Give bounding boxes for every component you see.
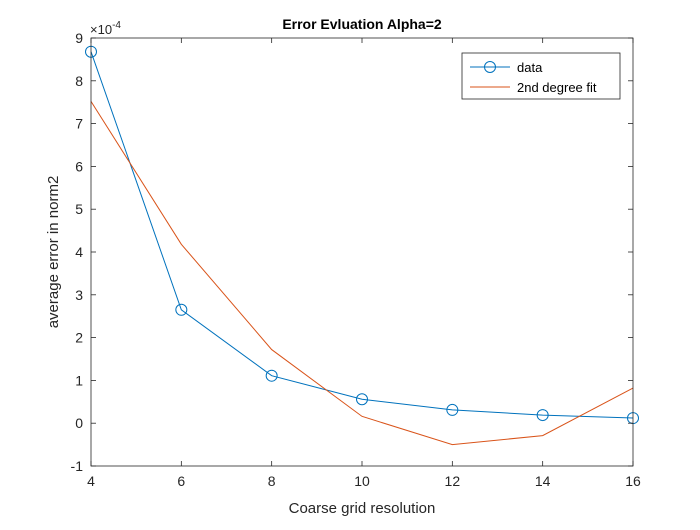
y-tick-label: -1 xyxy=(71,458,84,474)
chart-title: Error Evluation Alpha=2 xyxy=(282,16,442,32)
x-tick-label: 8 xyxy=(268,473,276,489)
y-tick-label: 9 xyxy=(75,30,83,46)
x-tick-label: 12 xyxy=(445,473,461,489)
y-tick-label: 1 xyxy=(75,372,83,388)
x-tick-label: 16 xyxy=(625,473,641,489)
y-tick-label: 7 xyxy=(75,116,83,132)
plot-area xyxy=(91,38,633,466)
legend-box xyxy=(461,52,621,100)
data-point xyxy=(175,303,188,316)
legend-entry-label: 2nd degree fit xyxy=(517,80,597,95)
y-tick-label: 0 xyxy=(75,415,83,431)
y-tick-label: 6 xyxy=(75,158,83,174)
y-axis-exponent-power: -4 xyxy=(112,20,121,31)
y-tick-label: 3 xyxy=(75,287,83,303)
legend-entry-label: data xyxy=(517,60,543,75)
data-point xyxy=(356,393,368,406)
x-tick-label: 14 xyxy=(535,473,551,489)
series-line-2 xyxy=(90,101,634,446)
y-tick-label: 5 xyxy=(75,201,83,217)
legend-swatch-marker xyxy=(484,61,496,73)
x-tick-label: 10 xyxy=(354,473,370,489)
y-axis-exponent-base: ×10 xyxy=(90,22,112,37)
y-axis-exponent: ×10-4 xyxy=(90,20,121,37)
y-tick-label: 2 xyxy=(75,330,83,346)
y-axis-label: average error in norm2 xyxy=(45,176,62,329)
data-point xyxy=(265,369,278,382)
data-point xyxy=(446,403,459,416)
series-line-1 xyxy=(90,51,634,419)
y-tick-label: 8 xyxy=(75,73,83,89)
data-point xyxy=(536,409,549,422)
x-tick-label: 6 xyxy=(177,473,185,489)
x-axis-label: Coarse grid resolution xyxy=(289,500,436,517)
legend: data 2nd degree fit xyxy=(461,52,621,100)
x-tick-label: 4 xyxy=(87,473,95,489)
y-tick-label: 4 xyxy=(75,244,83,260)
